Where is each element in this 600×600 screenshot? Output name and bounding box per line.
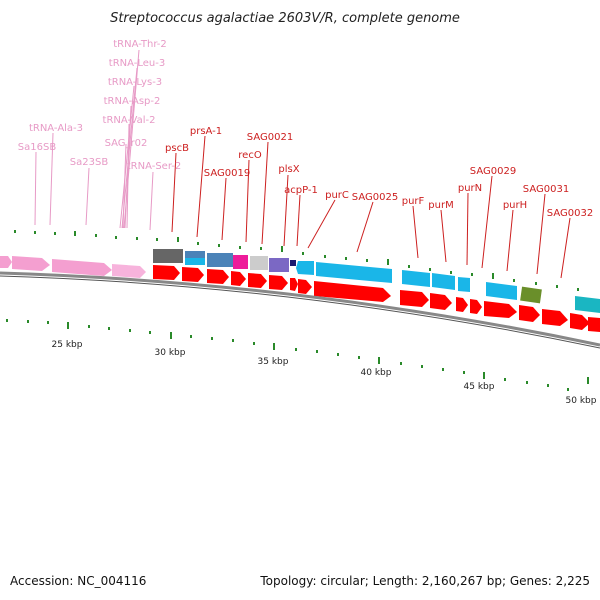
gene-feature bbox=[153, 249, 183, 263]
gene-label: prsA-1 bbox=[190, 126, 222, 137]
rna-label: SAG_r02 bbox=[105, 138, 148, 149]
gene-feature bbox=[290, 278, 298, 291]
scale-label: 25 kbp bbox=[52, 340, 83, 350]
scale-label: 45 kbp bbox=[464, 382, 495, 392]
gene-feature bbox=[430, 293, 452, 310]
gene-label: purC bbox=[325, 190, 349, 201]
rna-label: tRNA-Leu-3 bbox=[109, 58, 165, 69]
rna-label: tRNA-Asp-2 bbox=[104, 96, 161, 107]
scale-label: 50 kbp bbox=[566, 396, 597, 406]
gene-feature bbox=[185, 251, 205, 258]
rna-label: tRNA-Lys-3 bbox=[108, 77, 162, 88]
gene-feature bbox=[231, 271, 246, 286]
inner-tick-ring bbox=[6, 319, 589, 391]
gene-feature bbox=[486, 282, 517, 300]
rna-label-connectors bbox=[34, 49, 154, 231]
gene-label: purN bbox=[458, 183, 482, 194]
gene-feature bbox=[269, 275, 288, 290]
rna-label: tRNA-Val-2 bbox=[103, 115, 156, 126]
gene-feature bbox=[588, 317, 600, 332]
rna-label: tRNA-Ser-2 bbox=[127, 161, 182, 172]
gene-label: pscB bbox=[165, 143, 189, 154]
rna-feature-23S bbox=[52, 259, 112, 276]
gene-feature bbox=[570, 313, 590, 330]
gene-feature bbox=[153, 265, 180, 280]
gene-feature bbox=[456, 297, 468, 312]
gene-feature bbox=[296, 261, 314, 275]
genome-backbone-shadow bbox=[0, 275, 600, 349]
gene-feature bbox=[470, 299, 482, 314]
gene-label: acpP-1 bbox=[284, 185, 318, 196]
gene-feature bbox=[484, 301, 517, 318]
gene-label: purM bbox=[428, 200, 453, 211]
gene-feature bbox=[520, 286, 542, 304]
scale-label: 35 kbp bbox=[258, 357, 289, 367]
scale-labels: 25 kbp 30 kbp 35 kbp 40 kbp 45 kbp 50 kb… bbox=[52, 340, 597, 406]
gene-feature bbox=[233, 255, 248, 269]
gene-feature bbox=[542, 309, 568, 326]
gene-label: purF bbox=[402, 196, 425, 207]
gene-feature bbox=[314, 281, 391, 302]
gene-label: SAG0021 bbox=[247, 132, 293, 143]
reverse-strand-features bbox=[0, 249, 600, 313]
gene-label: purH bbox=[503, 200, 527, 211]
rna-feature-16S bbox=[0, 256, 12, 268]
gene-feature bbox=[250, 256, 268, 270]
gene-label: SAG0031 bbox=[523, 184, 569, 195]
gene-feature bbox=[458, 277, 470, 292]
rna-feature-trna-cluster bbox=[112, 264, 146, 278]
gene-feature bbox=[402, 270, 430, 287]
accession-text: Accession: NC_004116 bbox=[10, 574, 147, 588]
gene-feature bbox=[400, 290, 429, 307]
genome-backbone bbox=[0, 271, 600, 347]
gene-label: SAG0025 bbox=[352, 192, 398, 203]
rna-labels: tRNA-Thr-2 tRNA-Leu-3 tRNA-Lys-3 tRNA-As… bbox=[18, 39, 181, 172]
gene-labels: pscB prsA-1 SAG0019 recO SAG0021 plsX ac… bbox=[165, 126, 593, 219]
gene-feature bbox=[298, 279, 312, 294]
gene-label: SAG0029 bbox=[470, 166, 516, 177]
gene-feature bbox=[432, 273, 455, 290]
gene-feature bbox=[290, 260, 296, 266]
gene-feature bbox=[182, 267, 204, 282]
forward-strand-features bbox=[153, 265, 600, 332]
gene-feature bbox=[316, 262, 392, 283]
gene-feature bbox=[248, 273, 267, 288]
gene-feature bbox=[207, 269, 229, 284]
rna-label: Sa23SB bbox=[70, 157, 109, 168]
gene-label: SAG0019 bbox=[204, 168, 250, 179]
rna-label: tRNA-Ala-3 bbox=[29, 123, 83, 134]
gene-feature bbox=[269, 258, 289, 272]
gene-feature bbox=[519, 305, 540, 322]
outer-tick-ring bbox=[14, 230, 579, 291]
rna-label: Sa16SB bbox=[18, 142, 57, 153]
rna-label: tRNA-Thr-2 bbox=[113, 39, 167, 50]
map-title: Streptococcus agalactiae 2603V/R, comple… bbox=[110, 11, 460, 26]
genome-summary-text: Topology: circular; Length: 2,160,267 bp… bbox=[260, 574, 590, 588]
scale-label: 30 kbp bbox=[155, 348, 186, 358]
gene-feature bbox=[207, 253, 233, 267]
gene-feature bbox=[575, 296, 600, 313]
gene-label-connectors bbox=[171, 135, 571, 279]
gene-label: SAG0032 bbox=[547, 208, 593, 219]
gene-label: plsX bbox=[278, 164, 299, 175]
scale-label: 40 kbp bbox=[361, 368, 392, 378]
gene-label: recO bbox=[238, 150, 262, 161]
gene-feature bbox=[185, 258, 205, 265]
rna-feature bbox=[12, 256, 50, 271]
